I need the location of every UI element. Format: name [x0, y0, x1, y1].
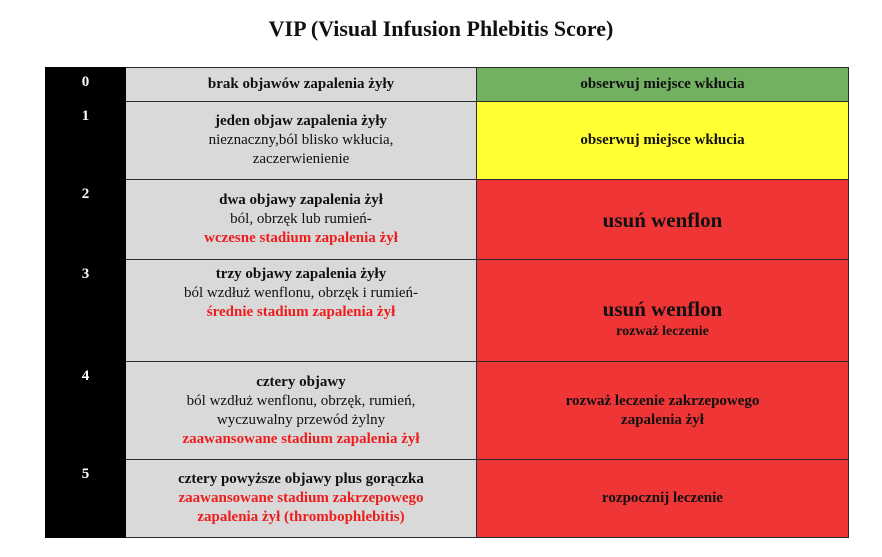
symptom-cell: brak objawów zapalenia żyły	[125, 67, 477, 102]
action-cell: rozważ leczenie zakrzepowego zapalenia ż…	[476, 361, 849, 460]
score-cell: 1	[45, 101, 126, 180]
stage-text: wczesne stadium zapalenia żył	[204, 230, 398, 246]
symptom-heading: cztery powyższe objawy plus gorączka	[178, 471, 424, 487]
score-cell: 2	[45, 179, 126, 260]
symptom-cell: trzy objawy zapalenia żyły ból wzdłuż we…	[125, 259, 477, 362]
action-text: usuń wenflon	[602, 207, 723, 232]
table-row: 5 cztery powyższe objawy plus gorączka z…	[45, 459, 849, 538]
action-cell: rozpocznij leczenie	[476, 459, 849, 538]
stage-text: zaawansowane stadium zapalenia żył	[182, 430, 420, 447]
action-subtext: zapalenia żył	[621, 411, 704, 428]
action-cell: obserwuj miejsce wkłucia	[476, 101, 849, 180]
action-cell: usuń wenflon rozważ leczenie	[476, 259, 849, 362]
score-cell: 4	[45, 361, 126, 460]
symptom-heading: trzy objawy zapalenia żyły	[215, 266, 387, 282]
action-text: obserwuj miejsce wkłucia	[580, 76, 745, 92]
score-cell: 3	[45, 259, 126, 362]
table-row: 4 cztery objawy ból wzdłuż wenflonu, obr…	[45, 361, 849, 460]
symptom-detail: nieznaczny,ból blisko wkłucia,	[208, 132, 394, 148]
action-text: usuń wenflon	[602, 297, 723, 321]
stage-text: zaawansowane stadium zakrzepowego	[178, 490, 424, 506]
table-row: 0 brak objawów zapalenia żyły obserwuj m…	[45, 67, 849, 102]
symptom-cell: jeden objaw zapalenia żyły nieznaczny,bó…	[125, 101, 477, 180]
symptom-detail: wyczuwalny przewód żylny	[216, 411, 386, 428]
stage-text: zapalenia żył (thrombophlebitis)	[197, 509, 405, 525]
table-row: 3 trzy objawy zapalenia żyły ból wzdłuż …	[45, 259, 849, 362]
symptom-cell: cztery powyższe objawy plus gorączka zaa…	[125, 459, 477, 538]
action-subtext: rozważ leczenie	[616, 324, 709, 339]
symptom-cell: cztery objawy ból wzdłuż wenflonu, obrzę…	[125, 361, 477, 460]
symptom-cell: dwa objawy zapalenia żył ból, obrzęk lub…	[125, 179, 477, 260]
page-title: VIP (Visual Infusion Phlebitis Score)	[268, 16, 614, 41]
table-row: 1 jeden objaw zapalenia żyły nieznaczny,…	[45, 101, 849, 180]
symptom-heading: cztery objawy	[256, 373, 346, 390]
action-cell: obserwuj miejsce wkłucia	[476, 67, 849, 102]
stage-text: średnie stadium zapalenia żył	[206, 304, 396, 320]
table-row: 2 dwa objawy zapalenia żył ból, obrzęk l…	[45, 179, 849, 260]
symptom-detail: ból, obrzęk lub rumień-	[230, 211, 372, 227]
symptom-detail: ból wzdłuż wenflonu, obrzęk i rumień-	[183, 285, 419, 301]
vip-score-table: 0 brak objawów zapalenia żyły obserwuj m…	[45, 67, 849, 538]
score-cell: 0	[45, 67, 126, 102]
symptom-heading: jeden objaw zapalenia żyły	[214, 113, 388, 129]
symptom-detail: zaczerwienienie	[252, 151, 350, 167]
action-cell: usuń wenflon	[476, 179, 849, 260]
symptom-heading: dwa objawy zapalenia żył	[219, 192, 383, 208]
action-text: rozważ leczenie zakrzepowego	[565, 392, 760, 409]
score-cell: 5	[45, 459, 126, 538]
symptom-detail: ból wzdłuż wenflonu, obrzęk, rumień,	[186, 392, 416, 409]
symptom-heading: brak objawów zapalenia żyły	[207, 76, 395, 92]
action-text: obserwuj miejsce wkłucia	[580, 132, 745, 148]
action-text: rozpocznij leczenie	[602, 490, 723, 506]
